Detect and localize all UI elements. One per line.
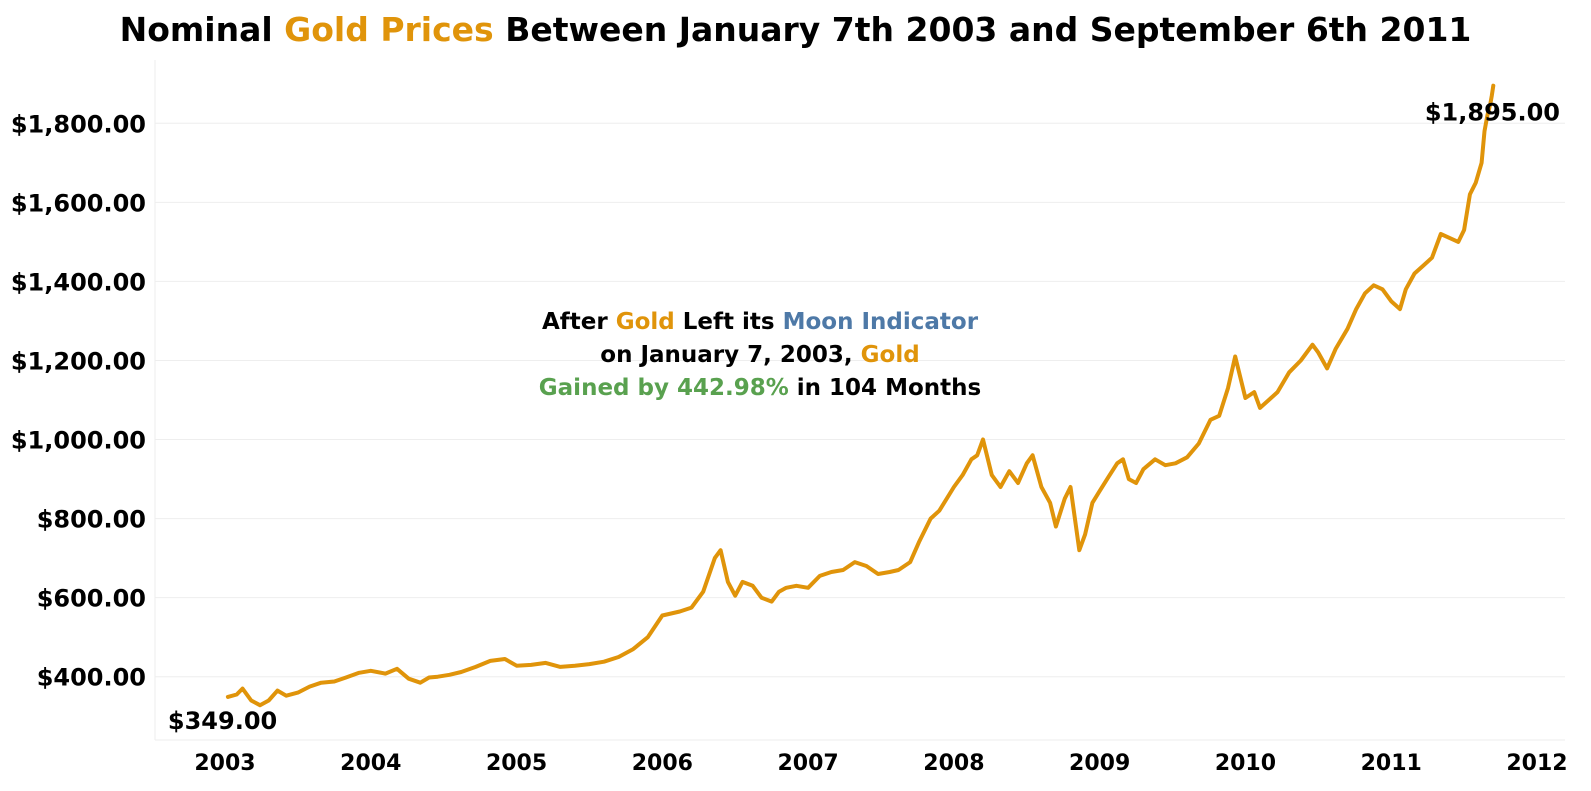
y-tick-label: $1,600.00: [11, 189, 146, 217]
title-part-3: Between January 7th 2003 and September 6…: [493, 10, 1472, 49]
y-tick-label: $1,200.00: [11, 347, 146, 375]
annotation-moon-indicator: Moon Indicator: [782, 309, 979, 335]
gold-price-line: [225, 83, 1496, 708]
x-tick-label: 2006: [632, 751, 693, 776]
annotation-gold-1: Gold: [615, 309, 675, 335]
annotation-gain: Gained by 442.98%: [538, 375, 789, 401]
gain-annotation: After Gold Left its Moon Indicator on Ja…: [430, 306, 1090, 405]
annotation-gold-2: Gold: [860, 342, 920, 368]
x-tick-label: 2011: [1361, 751, 1422, 776]
y-axis-tick-labels: $400.00 $600.00 $800.00 $1,000.00 $1,200.00 $…: [11, 110, 146, 691]
annotation-line-1: After Gold Left its Moon Indicator: [430, 306, 1090, 339]
x-axis-tick-labels: 2003 2004 2005 2006 2007 2008 2009 2010 2011 2012: [194, 751, 1567, 776]
y-tick-label: $600.00: [37, 585, 146, 613]
y-tick-label: $1,400.00: [11, 268, 146, 296]
annotation-line-3: Gained by 442.98% in 104 Months: [430, 372, 1090, 405]
x-tick-label: 2005: [486, 751, 547, 776]
x-tick-label: 2003: [194, 751, 255, 776]
y-tick-label: $1,800.00: [11, 110, 146, 138]
x-tick-label: 2010: [1215, 751, 1276, 776]
x-tick-label: 2012: [1506, 751, 1567, 776]
y-tick-label: $400.00: [37, 664, 146, 692]
x-tick-label: 2009: [1069, 751, 1130, 776]
title-gold-prices: Gold Prices: [284, 10, 494, 49]
annotation-after: After: [541, 309, 616, 335]
y-tick-label: $1,000.00: [11, 427, 146, 455]
end-price-label: $1,895.00: [1425, 99, 1560, 127]
x-tick-label: 2004: [340, 751, 401, 776]
x-tick-label: 2007: [777, 751, 838, 776]
annotation-left-its: Left its: [674, 309, 783, 335]
annotation-date: on January 7, 2003,: [600, 342, 861, 368]
y-tick-label: $800.00: [37, 506, 146, 534]
annotation-duration: in 104 Months: [788, 375, 982, 401]
start-price-label: $349.00: [168, 707, 277, 735]
x-tick-label: 2008: [923, 751, 984, 776]
title-part-1: Nominal: [119, 10, 285, 49]
gridlines: [155, 122, 1565, 678]
chart-title: Nominal Gold Prices Between January 7th …: [0, 10, 1591, 49]
annotation-line-2: on January 7, 2003, Gold: [430, 339, 1090, 372]
